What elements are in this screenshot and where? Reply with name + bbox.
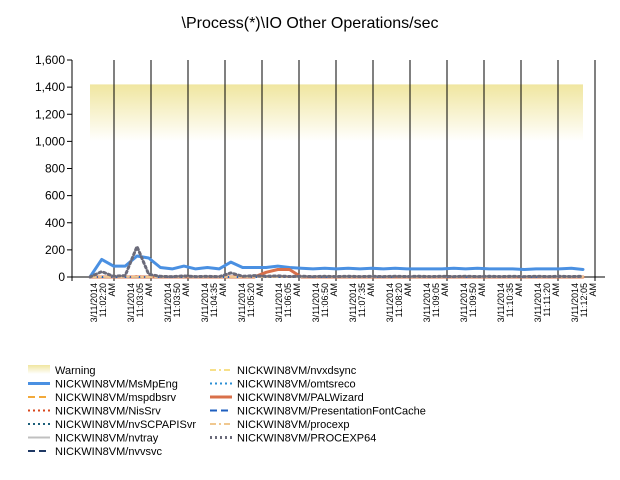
x-tick-label-group: 3/11/2014 11:09:50 AM <box>459 283 487 322</box>
x-tick-label: 11:11:20 <box>542 283 552 317</box>
x-tick-label: 3/11/2014 <box>126 283 136 322</box>
x-tick-label: AM <box>403 283 413 297</box>
x-tick-label: 11:09:05 <box>431 283 441 317</box>
x-tick-label: 3/11/2014 <box>311 283 321 322</box>
x-tick-label: AM <box>440 283 450 297</box>
x-tick-label-group: 3/11/2014 11:03:50 AM <box>163 283 191 322</box>
x-tick-label-group: 3/11/2014 11:11:20 AM <box>533 283 561 322</box>
legend-label: NICKWIN8VM/omtsreco <box>237 379 356 391</box>
x-tick-label: AM <box>255 283 265 297</box>
x-tick-label: AM <box>514 283 524 297</box>
x-tick-label: AM <box>588 283 598 297</box>
legend-label: NICKWIN8VM/procexp <box>237 419 349 431</box>
x-tick-label: 3/11/2014 <box>89 283 99 322</box>
y-tick-label: 400 <box>45 216 65 230</box>
legend: Warning NICKWIN8VM/MsMpEngNICKWIN8VM/mspd… <box>28 365 426 458</box>
x-tick-label: AM <box>144 283 154 297</box>
x-tick-label: 11:06:50 <box>320 283 330 317</box>
x-tick-label: 3/11/2014 <box>459 283 469 322</box>
x-tick-label: 3/11/2014 <box>348 283 358 322</box>
x-tick-label-group: 3/11/2014 11:04:35 AM <box>200 283 228 322</box>
legend-label: NICKWIN8VM/mspdbsrv <box>55 392 177 404</box>
x-tick-label-group: 3/11/2014 11:07:35 AM <box>348 283 376 322</box>
legend-label: NICKWIN8VM/NisSrv <box>55 406 161 418</box>
x-tick-label-group: 3/11/2014 11:10:35 AM <box>496 283 524 322</box>
legend-swatch <box>28 365 50 374</box>
legend-label: NICKWIN8VM/nvvsvc <box>55 446 162 458</box>
x-tick-label: 11:08:20 <box>394 283 404 317</box>
y-tick-label: 1,200 <box>35 107 65 121</box>
x-tick-label: 11:03:50 <box>172 283 182 317</box>
x-tick-label: 11:10:35 <box>505 283 515 317</box>
y-tick-label: 1,000 <box>35 134 65 148</box>
x-tick-label: AM <box>292 283 302 297</box>
legend-label: NICKWIN8VM/nvSCPAPISvr <box>55 419 196 431</box>
plot-area: 0 200 400 600 800 1,000 1,200 1,400 1,600 3/11/20… <box>35 53 605 322</box>
x-tick-label: AM <box>551 283 561 297</box>
x-tick-label: 3/11/2014 <box>237 283 247 322</box>
y-tick-label: 1,400 <box>35 80 65 94</box>
x-tick-label-group: 3/11/2014 11:08:20 AM <box>385 283 413 322</box>
x-tick-label: 3/11/2014 <box>163 283 173 322</box>
series-line <box>88 245 585 279</box>
x-tick-label-group: 3/11/2014 11:03:05 AM <box>126 283 154 322</box>
chart-title: \Process(*)\IO Other Operations/sec <box>182 15 439 32</box>
legend-label: NICKWIN8VM/MsMpEng <box>55 379 178 391</box>
y-tick-label: 0 <box>58 270 65 284</box>
x-tick-label: 3/11/2014 <box>200 283 210 322</box>
x-tick-label: 3/11/2014 <box>570 283 580 322</box>
x-tick-label-group: 3/11/2014 11:02:20 AM <box>89 283 117 322</box>
x-tick-label-group: 3/11/2014 11:09:05 AM <box>422 283 450 322</box>
x-tick-label: 11:06:05 <box>283 283 293 317</box>
legend-label: Warning <box>55 365 96 377</box>
x-tick-label: AM <box>218 283 228 297</box>
x-tick-label: 11:09:50 <box>468 283 478 317</box>
x-tick-label: 11:04:35 <box>209 283 219 317</box>
x-tick-label: AM <box>366 283 376 297</box>
x-tick-label: 3/11/2014 <box>422 283 432 322</box>
x-tick-label-group: 3/11/2014 11:12:05 AM <box>570 283 598 322</box>
legend-label: NICKWIN8VM/nvtray <box>55 433 159 445</box>
x-tick-label-group: 3/11/2014 11:05:20 AM <box>237 283 265 322</box>
x-tick-label-group: 3/11/2014 11:06:50 AM <box>311 283 339 322</box>
x-tick-label: 11:05:20 <box>246 283 256 317</box>
legend-label: NICKWIN8VM/PresentationFontCache <box>237 406 426 418</box>
x-tick-label: 11:02:20 <box>98 283 108 317</box>
x-tick-label: AM <box>477 283 487 297</box>
x-tick-label: 3/11/2014 <box>274 283 284 322</box>
x-tick-label: AM <box>107 283 117 297</box>
x-tick-label: 11:03:05 <box>135 283 145 317</box>
legend-label: NICKWIN8VM/PALWizard <box>237 392 364 404</box>
x-tick-label: 11:12:05 <box>579 283 589 317</box>
x-tick-label: 3/11/2014 <box>496 283 506 322</box>
x-tick-label: 3/11/2014 <box>533 283 543 322</box>
legend-label: NICKWIN8VM/PROCEXP64 <box>237 433 376 445</box>
y-tick-label: 600 <box>45 189 65 203</box>
series-line <box>88 254 585 279</box>
x-tick-label: 3/11/2014 <box>385 283 395 322</box>
y-tick-label: 800 <box>45 162 65 176</box>
x-tick-label-group: 3/11/2014 11:06:05 AM <box>274 283 302 322</box>
y-tick-label: 1,600 <box>35 53 65 67</box>
x-tick-label: AM <box>181 283 191 297</box>
x-tick-label: AM <box>329 283 339 297</box>
y-tick-label: 200 <box>45 243 65 257</box>
legend-label: NICKWIN8VM/nvxdsync <box>237 365 357 377</box>
x-tick-label: 11:07:35 <box>357 283 367 317</box>
